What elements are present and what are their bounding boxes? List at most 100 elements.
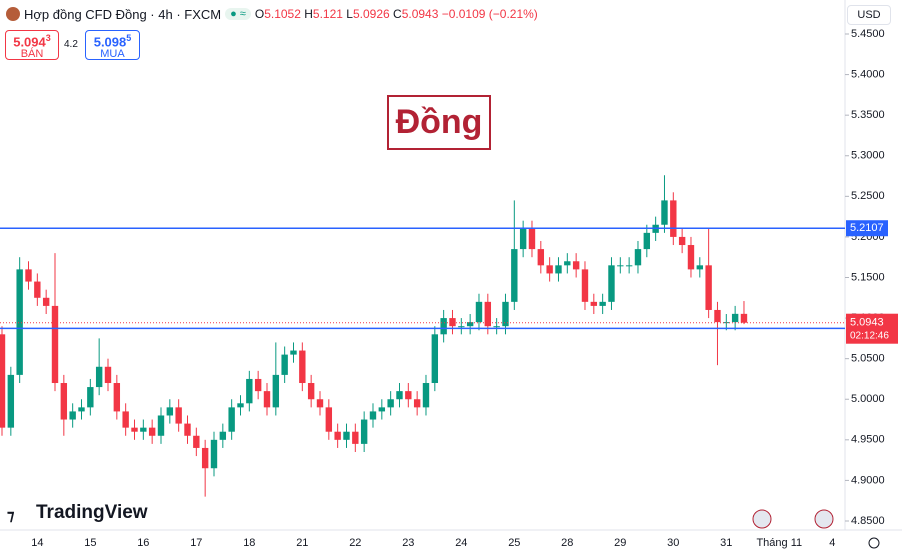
candle-body bbox=[581, 269, 589, 302]
candle-body bbox=[325, 407, 333, 432]
candle-body bbox=[564, 261, 571, 266]
candle-body bbox=[175, 407, 182, 424]
settings-icon[interactable] bbox=[868, 537, 880, 549]
candle-body bbox=[555, 265, 562, 274]
candle-body bbox=[219, 431, 227, 440]
y-tick-label: 5.1500 bbox=[851, 271, 885, 283]
o-label: O bbox=[254, 7, 265, 21]
h-value: 5.121 bbox=[312, 7, 343, 21]
y-tick-label: 4.9000 bbox=[851, 474, 885, 486]
candle-body bbox=[34, 281, 41, 298]
h-label: H bbox=[304, 7, 313, 21]
candle-body bbox=[352, 431, 359, 444]
y-tick-label: 5.2500 bbox=[851, 190, 885, 202]
candle-body bbox=[590, 301, 598, 306]
candle-body bbox=[396, 391, 403, 400]
x-tick-label: 22 bbox=[349, 537, 361, 549]
candle-body bbox=[678, 236, 686, 246]
c-value: 5.0943 bbox=[401, 7, 439, 21]
brand: TradingView bbox=[36, 502, 148, 523]
candle-body bbox=[599, 301, 606, 306]
candle-body bbox=[95, 366, 103, 388]
candle-body bbox=[511, 249, 518, 302]
sell-button[interactable]: 5.0943 BÁN bbox=[5, 30, 59, 60]
candle-body bbox=[608, 265, 615, 302]
price-label-bg bbox=[846, 220, 888, 237]
event-icon[interactable] bbox=[752, 509, 772, 529]
last-price-bg bbox=[846, 313, 898, 344]
candle-body bbox=[254, 378, 262, 392]
event-icon[interactable] bbox=[814, 509, 834, 529]
candle-body bbox=[449, 318, 456, 327]
candle-body bbox=[316, 399, 324, 408]
candle-body bbox=[502, 301, 509, 327]
candle-body bbox=[307, 383, 315, 400]
change: −0.0109 (−0.21%) bbox=[441, 7, 538, 21]
candle-body bbox=[360, 419, 368, 444]
candle-body bbox=[731, 313, 739, 323]
c-label: C bbox=[393, 7, 402, 21]
candle-body bbox=[670, 200, 677, 237]
candle-body bbox=[113, 383, 121, 412]
candle-body bbox=[148, 427, 156, 436]
candle-body bbox=[687, 245, 695, 270]
x-tick-label: 23 bbox=[402, 537, 414, 549]
o-value: 5.1052 bbox=[264, 7, 301, 21]
candle-body bbox=[369, 411, 377, 420]
ask-label: MUA bbox=[100, 48, 125, 61]
candle-body bbox=[528, 228, 536, 250]
currency[interactable]: USD bbox=[847, 5, 891, 25]
candle-body bbox=[546, 265, 553, 274]
candle-body bbox=[228, 407, 235, 432]
y-tick-label: 4.9500 bbox=[851, 434, 885, 446]
candle-body bbox=[537, 249, 545, 266]
candle-body bbox=[69, 411, 76, 420]
legend-bar: Hợp đồng CFD Đồng · 4h · FXCM ● ≈ O5.105… bbox=[0, 0, 538, 28]
candle-body bbox=[440, 318, 447, 335]
y-tick-label: 5.0000 bbox=[851, 393, 885, 405]
y-tick-label: 5.4000 bbox=[851, 68, 885, 80]
candle-body bbox=[272, 374, 280, 408]
candle-body bbox=[60, 383, 68, 420]
bid-label: BÁN bbox=[20, 48, 44, 61]
candle-body bbox=[740, 313, 748, 323]
logo-mark: ⁊ bbox=[7, 507, 15, 524]
candle-body bbox=[484, 301, 492, 327]
candle-body bbox=[210, 439, 218, 469]
watermark: Đồng bbox=[396, 103, 483, 141]
x-tick-label: 21 bbox=[296, 537, 308, 549]
candle-body bbox=[643, 232, 651, 250]
watermark-box bbox=[387, 95, 491, 150]
y-tick-label: 5.3000 bbox=[851, 150, 885, 162]
symbol: Hợp đồng CFD Đồng · 4h · FXCM bbox=[24, 6, 222, 22]
last-price: 5.0943 bbox=[850, 317, 884, 329]
candle-body bbox=[122, 411, 129, 428]
candle-body bbox=[193, 435, 200, 448]
spread: 4.2 bbox=[64, 39, 78, 50]
candle-body bbox=[25, 269, 32, 282]
candle-body bbox=[705, 265, 712, 310]
candle-body bbox=[431, 334, 439, 384]
countdown: 02:12:46 bbox=[850, 330, 889, 341]
x-tick-label: 31 bbox=[720, 537, 732, 549]
candle-body bbox=[201, 447, 209, 469]
candle-body bbox=[572, 261, 580, 270]
candle-body bbox=[466, 322, 474, 327]
ask-price: 5.098 bbox=[93, 34, 127, 50]
candle-body bbox=[413, 399, 421, 408]
x-tick-label: 29 bbox=[614, 537, 626, 549]
candle-body bbox=[166, 407, 174, 416]
ohlc: O5.1052 H5.121 L5.0926 C5.0943 −0.0109 (… bbox=[255, 7, 538, 21]
symbol-icon bbox=[6, 7, 20, 21]
candle-body bbox=[7, 374, 15, 428]
candle-body bbox=[131, 427, 138, 432]
candle-body bbox=[246, 378, 253, 404]
candle-body bbox=[387, 399, 394, 408]
price-label: 5.2107 bbox=[850, 222, 884, 234]
y-tick-label: 5.4500 bbox=[851, 28, 885, 40]
candle-body bbox=[405, 391, 412, 400]
candle-body bbox=[625, 265, 633, 267]
status[interactable]: ● ≈ bbox=[225, 8, 251, 20]
l-label: L bbox=[346, 7, 353, 21]
buy-button[interactable]: 5.0985 MUA bbox=[85, 30, 140, 60]
